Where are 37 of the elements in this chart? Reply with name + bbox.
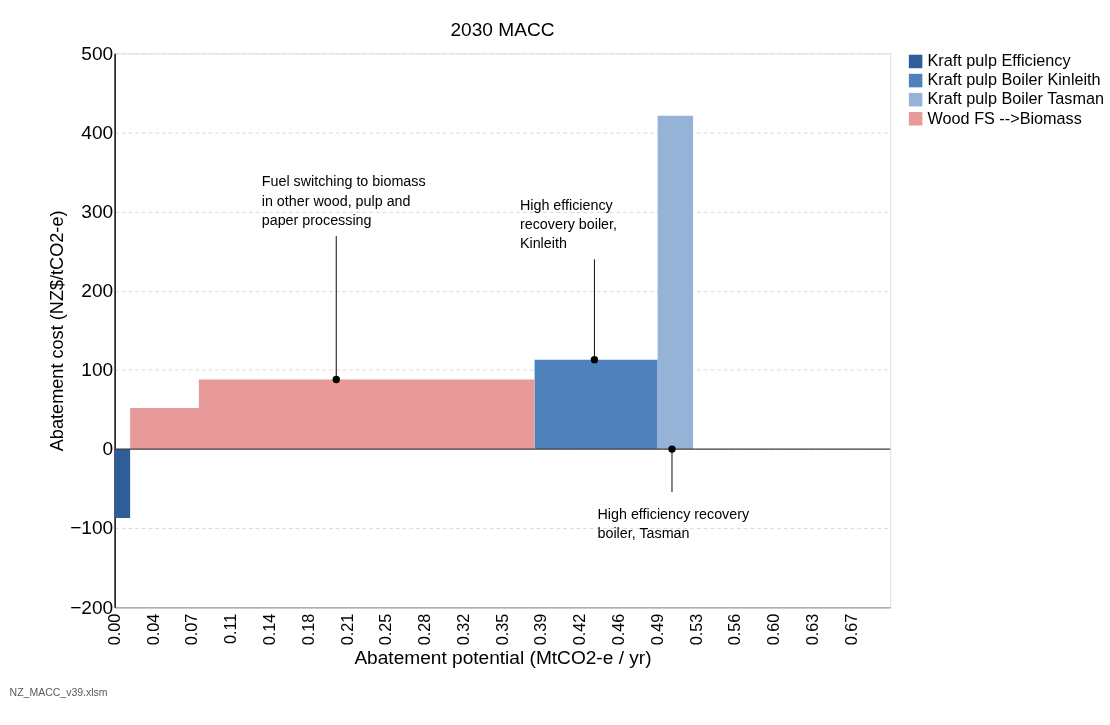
x-tick-label: 0.60 <box>764 613 783 646</box>
x-tick-label: 0.32 <box>453 613 472 646</box>
y-tick-label: 100 <box>81 359 114 381</box>
text: NZ_MACC_v39.xlsm <box>9 686 108 699</box>
x-tick-label: 0.21 <box>337 613 356 646</box>
y-tick-label: 400 <box>81 121 114 143</box>
x-axis-title: Abatement potential (MtCO2-e / yr) <box>354 647 652 669</box>
x-tick-label: 0.07 <box>182 613 201 646</box>
x-tick-label: 0.53 <box>686 613 705 646</box>
x-tick-label: 0.04 <box>143 613 162 646</box>
x-tick-label: 0.67 <box>841 613 860 646</box>
x-tick-label: 0.46 <box>609 613 628 646</box>
y-tick-label: −100 <box>70 517 114 539</box>
chart-title: 2030 MACC <box>450 19 555 41</box>
y-tick-label: 200 <box>81 280 114 301</box>
legend-label: Kraft pulp Boiler Kinleith <box>927 70 1101 89</box>
x-tick-label: 0.63 <box>802 613 821 646</box>
legend-label: Wood FS -->Biomass <box>927 108 1082 127</box>
y-tick-label: 500 <box>81 42 114 64</box>
annotation: High efficiency recovery boiler, Tasman <box>597 505 751 541</box>
x-tick-label: 0.25 <box>376 613 395 646</box>
x-tick-label: 0.49 <box>647 613 666 646</box>
x-tick-label: 0.42 <box>570 613 589 646</box>
legend-label: Kraft pulp Boiler Tasman <box>927 89 1104 108</box>
x-tick-label: 0.35 <box>492 613 511 646</box>
x-tick-label: 0.56 <box>725 613 744 646</box>
x-tick-label: 0.11 <box>221 613 240 644</box>
annotation: Fuel switching to biomass in other wood, pulp and paper processing <box>261 173 426 228</box>
x-tick-label: 0.14 <box>260 613 279 646</box>
legend-label: Kraft pulp Efficiency <box>927 51 1072 70</box>
x-tick-label: 0.18 <box>298 613 317 646</box>
y-tick-label: 0 <box>102 438 114 460</box>
y-axis-title: Abatement cost (NZ$/tCO2-e) <box>46 210 67 452</box>
y-tick-label: 300 <box>81 200 114 222</box>
x-tick-label: 0.39 <box>531 613 550 646</box>
annotation: High efficiency recovery boiler, Kinleith <box>519 196 617 251</box>
x-tick-label: 0.28 <box>415 613 434 646</box>
